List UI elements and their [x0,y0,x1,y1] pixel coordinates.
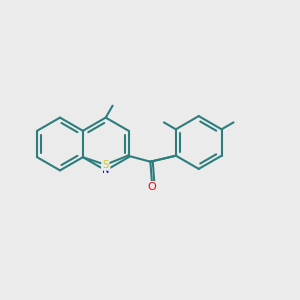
Text: O: O [148,182,156,192]
Text: N: N [102,165,110,176]
Text: S: S [102,160,108,170]
